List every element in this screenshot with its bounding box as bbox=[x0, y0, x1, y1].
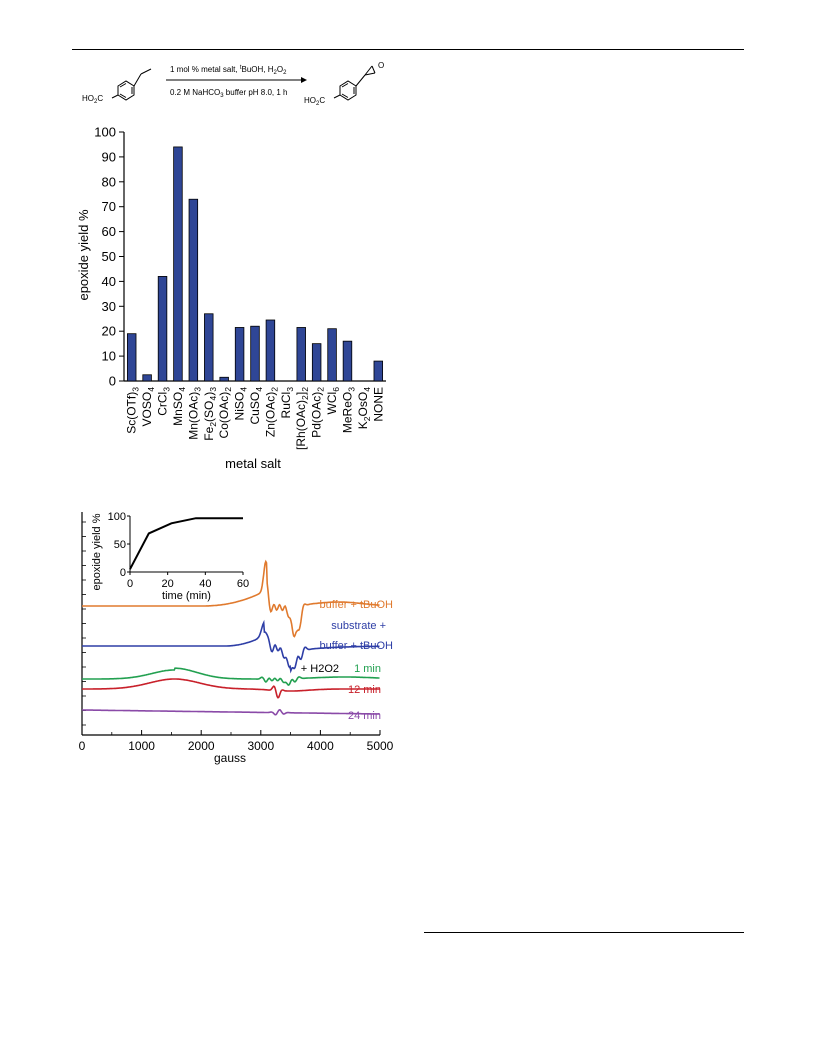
inset-chart: 0 50 100 0 20 40 60 time (min) epoxide yield % bbox=[91, 511, 249, 602]
bar-category-label: MeReO3 bbox=[340, 387, 356, 433]
epr-x-tick-label: 0 bbox=[79, 739, 86, 753]
bar-y-tick-label: 20 bbox=[102, 324, 116, 339]
inset-x-tick-label: 0 bbox=[127, 578, 133, 590]
bar-category-label: Fe2(SO4)3 bbox=[202, 387, 218, 441]
bar-category-label: K2OsO4 bbox=[356, 387, 372, 429]
bar bbox=[327, 328, 337, 382]
bar bbox=[142, 374, 152, 382]
epr-x-label: gauss bbox=[214, 751, 246, 765]
bar-y-tick-label: 70 bbox=[102, 199, 116, 214]
bar-category-label: [Rh(OAc)2]2 bbox=[294, 387, 310, 450]
bar-category-label: Co(OAc)2 bbox=[217, 387, 233, 439]
bar-y-tick-label: 0 bbox=[109, 374, 116, 389]
bar bbox=[250, 325, 260, 382]
label-1min: 1 min bbox=[354, 663, 381, 675]
label-buffer: buffer + tBuOH bbox=[320, 599, 394, 611]
bar bbox=[373, 360, 384, 382]
bar-category-label: CuSO4 bbox=[248, 387, 264, 425]
bar-y-tick-label: 10 bbox=[102, 349, 116, 364]
epr-x-tick-label: 4000 bbox=[307, 739, 334, 753]
epr-trace-substrate bbox=[82, 619, 380, 674]
epr-trace-1min bbox=[82, 667, 380, 687]
inset-x-label: time (min) bbox=[162, 590, 211, 602]
inset-x-tick-label: 20 bbox=[162, 578, 174, 590]
inset-y-tick-label: 100 bbox=[108, 511, 126, 523]
header-rule bbox=[72, 49, 744, 50]
conditions-below: 0.2 M NaHCO3 buffer pH 8.0, 1 h bbox=[170, 88, 287, 99]
inset-y-tick-label: 50 bbox=[114, 539, 126, 551]
bar-category-label: Pd(OAc)2 bbox=[310, 387, 326, 438]
footnote-rule bbox=[424, 932, 744, 933]
bar-y-tick-label: 30 bbox=[102, 299, 116, 314]
epr-trace-12min bbox=[82, 678, 380, 699]
inset-frame bbox=[130, 516, 243, 572]
inset-x-tick-label: 60 bbox=[237, 578, 249, 590]
product-label: HO2C bbox=[304, 96, 325, 107]
bar bbox=[219, 376, 229, 382]
bar-category-label: NiSO4 bbox=[233, 387, 249, 421]
bar-chart-y-label: epoxide yield % bbox=[76, 209, 91, 300]
bar-category-label: NONE bbox=[371, 387, 385, 422]
bar bbox=[234, 327, 245, 382]
epoxide-oxygen: O bbox=[378, 61, 384, 70]
bar bbox=[188, 198, 199, 382]
bar-category-label: MnSO4 bbox=[171, 387, 187, 426]
inset-y-tick-label: 0 bbox=[120, 567, 126, 579]
bar-category-label: VOSO4 bbox=[140, 387, 156, 427]
inset-y-label: epoxide yield % bbox=[91, 513, 103, 590]
epr-x-tick-label: 5000 bbox=[367, 739, 394, 753]
reactant-label: HO2C bbox=[82, 94, 103, 105]
bar-category-label: CrCl3 bbox=[156, 387, 172, 416]
bar-y-tick-label: 60 bbox=[102, 224, 116, 239]
reaction-scheme: HO2C 1 mol % metal salt, tBuOH, H2O2 0.2… bbox=[82, 61, 384, 107]
bar-category-label: WCl6 bbox=[325, 387, 341, 415]
inset-x-tick-label: 40 bbox=[199, 578, 211, 590]
product-structure bbox=[333, 65, 376, 101]
bar-category-label: Sc(OTf)3 bbox=[125, 387, 141, 434]
label-substrate-1: substrate + bbox=[331, 620, 386, 632]
epr-x-tick-label: 2000 bbox=[188, 739, 215, 753]
label-24min: 24 min bbox=[348, 710, 381, 722]
conditions-above: 1 mol % metal salt, tBuOH, H2O2 bbox=[170, 65, 287, 76]
label-h2o2: + H2O2 bbox=[301, 663, 339, 675]
inset-line bbox=[129, 517, 243, 570]
bar-chart-x-label: metal salt bbox=[225, 456, 281, 471]
epr-x-tick-label: 1000 bbox=[128, 739, 155, 753]
bar-category-label: Zn(OAc)2 bbox=[263, 387, 279, 437]
bar-y-tick-label: 80 bbox=[102, 174, 116, 189]
bar bbox=[204, 313, 214, 382]
arrowhead bbox=[301, 77, 307, 83]
epr-x-tick-label: 3000 bbox=[247, 739, 274, 753]
bar-chart: epoxide yield % metal salt 0 10 20 30 40 50 60… bbox=[76, 125, 386, 471]
bar bbox=[342, 340, 353, 382]
bar bbox=[265, 319, 276, 382]
label-12min: 12 min bbox=[348, 684, 381, 696]
bar bbox=[296, 327, 306, 382]
epr-trace-buffer bbox=[82, 559, 380, 638]
bar-y-tick-label: 50 bbox=[102, 249, 116, 264]
bar bbox=[126, 333, 137, 382]
bar-y-tick-label: 40 bbox=[102, 274, 116, 289]
bar-y-tick-label: 90 bbox=[102, 149, 116, 164]
bar-category-label: Mn(OAc)3 bbox=[186, 387, 202, 440]
bar-category-label: RuCl3 bbox=[279, 387, 295, 419]
epr-trace-24min bbox=[82, 708, 380, 716]
reactant-structure bbox=[111, 68, 152, 101]
bar bbox=[311, 343, 322, 382]
bar bbox=[157, 276, 168, 382]
bar bbox=[173, 146, 183, 382]
bar-y-tick-label: 100 bbox=[94, 125, 116, 140]
